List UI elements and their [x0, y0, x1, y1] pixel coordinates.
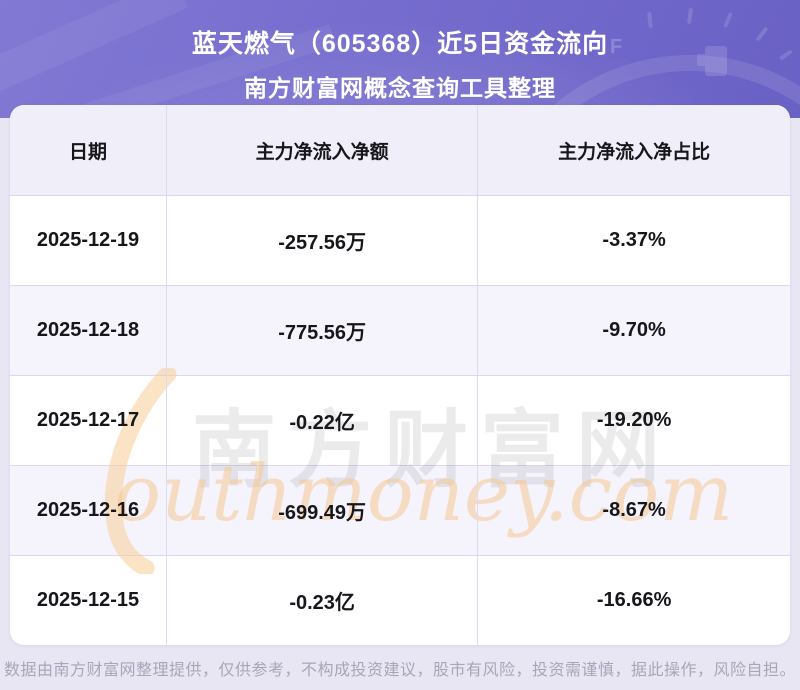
- column-header-net-inflow: 主力净流入净额: [166, 105, 477, 195]
- net-inflow-pct-cell: -19.20%: [477, 376, 790, 465]
- net-inflow-cell: -257.56万: [166, 196, 477, 285]
- page-title: 蓝天燃气（605368）近5日资金流向: [191, 30, 609, 58]
- net-inflow-pct-cell: -16.66%: [477, 556, 790, 645]
- fuel-pump-icon: [697, 46, 727, 76]
- net-inflow-cell: -0.22亿: [166, 376, 477, 465]
- fuel-gauge-f-label: F: [610, 36, 623, 58]
- fund-flow-table: 日期 主力净流入净额 主力净流入净占比 2025-12-19 -257.56万 …: [10, 105, 790, 645]
- table-row: 2025-12-18 -775.56万 -9.70%: [10, 285, 790, 375]
- page-subtitle: 南方财富网概念查询工具整理: [244, 75, 556, 101]
- header-banner: F 蓝天燃气（605368）近5日资金流向 南方财富网概念查询工具整理: [0, 0, 800, 118]
- table-row: 2025-12-15 -0.23亿 -16.66%: [10, 555, 790, 645]
- date-cell: 2025-12-16: [36, 499, 140, 521]
- net-inflow-pct-cell: -9.70%: [477, 286, 790, 375]
- disclaimer-text: 数据由南方财富网整理提供，仅供参考，不构成投资建议，股市有风险，投资需谨慎，据此…: [3, 661, 796, 679]
- net-inflow-cell: -699.49万: [166, 466, 477, 555]
- date-cell: 2025-12-17: [36, 409, 140, 431]
- column-header-net-inflow-pct: 主力净流入净占比: [477, 105, 790, 195]
- net-inflow-pct-cell: -8.67%: [477, 466, 790, 555]
- date-cell: 2025-12-19: [36, 229, 140, 251]
- net-inflow-cell: -0.23亿: [166, 556, 477, 645]
- fund-flow-table-card: 南方财富网 outhmoney.com 日期 主力净流入净额 主力净流入净占比 …: [10, 105, 790, 645]
- table-header-row: 日期 主力净流入净额 主力净流入净占比: [10, 105, 790, 195]
- table-row: 2025-12-16 -699.49万 -8.67%: [10, 465, 790, 555]
- date-cell: 2025-12-18: [36, 319, 140, 341]
- date-cell: 2025-12-15: [36, 589, 140, 611]
- net-inflow-cell: -775.56万: [166, 286, 477, 375]
- table-row: 2025-12-19 -257.56万 -3.37%: [10, 195, 790, 285]
- net-inflow-pct-cell: -3.37%: [477, 196, 790, 285]
- table-row: 2025-12-17 -0.22亿 -19.20%: [10, 375, 790, 465]
- column-header-date: 日期: [68, 141, 107, 163]
- disclaimer-footer: 数据由南方财富网整理提供，仅供参考，不构成投资建议，股市有风险，投资需谨慎，据此…: [0, 645, 800, 690]
